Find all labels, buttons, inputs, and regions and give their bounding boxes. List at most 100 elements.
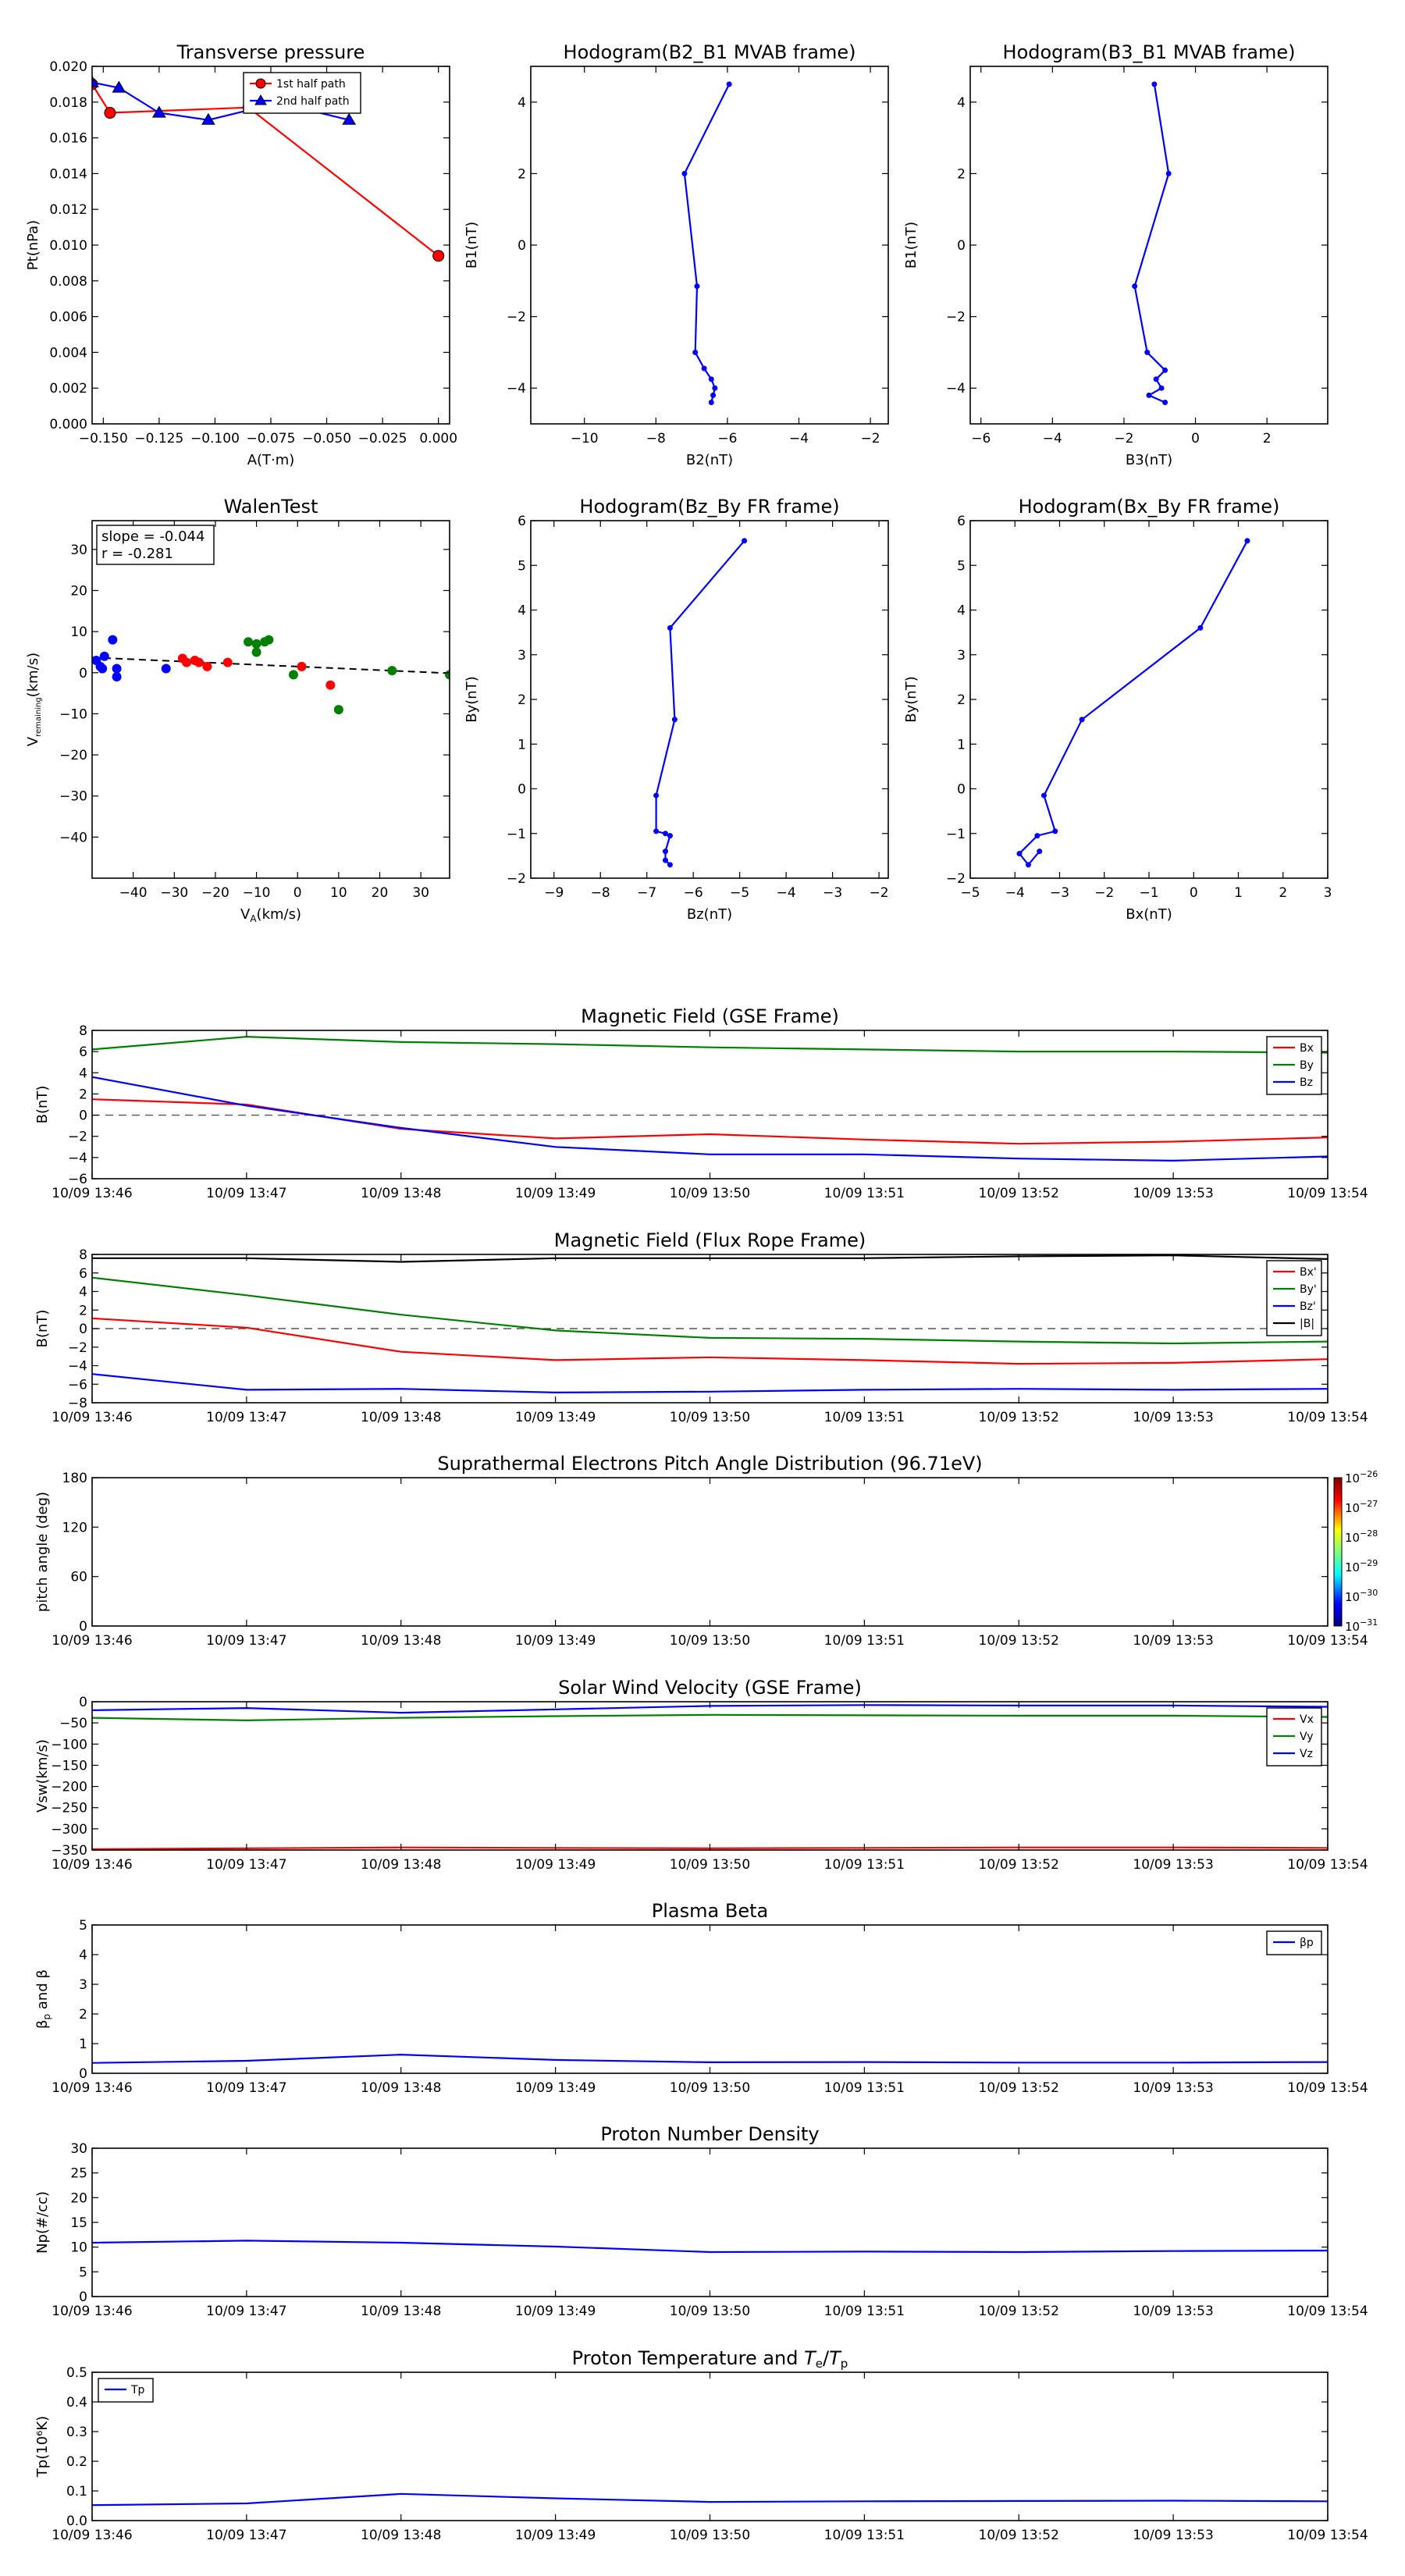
plot-area [681, 81, 732, 406]
legend-entry: Vy [1300, 1731, 1314, 1743]
chart-title-tp-sub: p [841, 2357, 848, 2371]
chart-title-te: T [804, 2347, 817, 2369]
hodogram-bz-by-chart: Hodogram(Bz_By FR frame) −2 −1 0 1 2 3 4 5 6 −9 −8 −… [464, 496, 889, 923]
x-tick-label: −0.125 [134, 431, 183, 447]
data-point-series-0 [662, 857, 668, 863]
x-tick-label: 10/09 13:52 [979, 1410, 1059, 1425]
y-tick-label: −4 [68, 1359, 87, 1375]
y-tick-label: 0 [79, 2066, 87, 2082]
colorbar-tick-exponent: −27 [1360, 1499, 1378, 1509]
x-tick-label: 10/09 13:49 [515, 2304, 596, 2319]
axes-frame [91, 1477, 1329, 1627]
proton-number-density-chart: Proton Number Density 0 5 10 15 20 25 30 10/09 1… [34, 2123, 1368, 2319]
colorbar-tick-label: 10−26 [1345, 1469, 1378, 1485]
x-tick-label: −4 [1043, 431, 1062, 447]
data-point-series-2 [288, 670, 298, 680]
x-tick-label: 10/09 13:48 [361, 2304, 441, 2319]
chart-title: Magnetic Field (GSE Frame) [581, 1005, 839, 1027]
x-tick-label: 10/09 13:47 [206, 1186, 286, 1201]
x-tick-label: −40 [119, 885, 148, 901]
x-tick-label: 10/09 13:53 [1133, 1410, 1213, 1425]
y-tick-label: 5 [79, 1918, 87, 1934]
series-line-series-0 [683, 84, 731, 403]
x-tick-label: −30 [160, 885, 188, 901]
x-tick-label: −8 [591, 885, 610, 901]
y-tick-label: −250 [51, 1801, 87, 1816]
series-line-by- [92, 1276, 1328, 1345]
proton-temperature-chart: Proton Temperature and Te/Tp0.00.10.20.3… [34, 2347, 1368, 2543]
colorbar-tick-exponent: −30 [1360, 1588, 1378, 1598]
x-tick-label: 10/09 13:46 [52, 2080, 132, 2096]
y-tick-label: 1 [957, 737, 966, 753]
y-tick-label: 3 [957, 648, 966, 664]
series-line-tp [92, 2492, 1328, 2507]
x-tick-label: 10/09 13:53 [1133, 1857, 1213, 1873]
y-tick-label: 4 [957, 603, 966, 619]
plot-area [92, 1254, 1328, 1394]
data-point-series-0 [708, 400, 714, 406]
legend-entry: Bz [1300, 1076, 1313, 1089]
legend-entry: By' [1300, 1283, 1317, 1296]
data-point-series-0 [662, 849, 668, 855]
x-tick-label: 10/09 13:49 [515, 1186, 596, 1201]
data-point-series-0 [1162, 400, 1168, 406]
legend-entry: Bx' [1300, 1266, 1317, 1279]
y-tick-label: 0.008 [49, 274, 87, 290]
data-point-series-0 [1040, 792, 1047, 799]
data-point-series-0 [653, 792, 660, 799]
x-axis-label: B2(nT) [686, 452, 733, 468]
x-tick-label: 10/09 13:53 [1133, 2304, 1213, 2319]
colorbar-tick-label: 10−30 [1345, 1588, 1378, 1604]
axes-frame [969, 520, 1329, 879]
x-tick-label: 10/09 13:50 [670, 1410, 750, 1425]
x-tick-label: 10/09 13:54 [1287, 1857, 1368, 1873]
y-axis-label: Tp(10⁶K) [34, 2416, 51, 2478]
y-tick-label: 120 [62, 1520, 87, 1535]
x-tick-label: 10/09 13:50 [670, 2080, 750, 2096]
chart-title: Hodogram(Bz_By FR frame) [579, 496, 839, 518]
data-point-series-2 [251, 639, 261, 649]
axes-frame [91, 1924, 1329, 2074]
y-tick-label: 0 [79, 1108, 87, 1124]
x-tick-label: −4 [777, 885, 796, 901]
data-point-series-0 [161, 664, 171, 674]
x-tick-label: −2 [870, 885, 889, 901]
legend-entry: Vz [1300, 1748, 1313, 1760]
y-axis-label-sub: p [41, 2014, 52, 2020]
x-tick-label: 10/09 13:46 [52, 1857, 132, 1873]
y-tick-label: 0 [518, 238, 526, 254]
data-point-series-2 [244, 637, 254, 647]
y-tick-label: 2 [518, 166, 526, 182]
data-point-series-2 [264, 635, 274, 645]
y-tick-label: 0.5 [66, 2365, 87, 2381]
x-tick-label: −6 [717, 431, 737, 447]
y-tick-label: 3 [79, 1977, 87, 1993]
y-tick-label: 0.014 [49, 166, 87, 182]
y-tick-label: −200 [51, 1780, 87, 1795]
x-tick-label: −0.025 [358, 431, 407, 447]
x-tick-label: 2 [1279, 885, 1287, 901]
data-point-series-0 [710, 392, 717, 398]
x-tick-label: 10/09 13:47 [206, 1410, 286, 1425]
legend-entry: Bx [1300, 1042, 1314, 1055]
chart-title: Hodogram(Bx_By FR frame) [1019, 496, 1280, 518]
x-tick-label: 2 [1263, 431, 1272, 447]
x-tick-label: −0.100 [190, 431, 240, 447]
x-tick-label: 10/09 13:47 [206, 2080, 286, 2096]
x-tick-label: −2 [861, 431, 880, 447]
x-tick-label: 10/09 13:46 [52, 1633, 132, 1649]
x-tick-label: 10 [330, 885, 347, 901]
x-tick-label: −7 [637, 885, 656, 901]
x-tick-label: 10/09 13:48 [361, 1857, 441, 1873]
x-tick-label: 10/09 13:48 [361, 2080, 441, 2096]
data-point-series-1 [182, 657, 192, 667]
x-tick-label: 10/09 13:54 [1287, 1633, 1368, 1649]
series-line-bz- [92, 1373, 1328, 1394]
axes-frame [91, 1701, 1329, 1851]
data-point-series-0 [1016, 851, 1023, 857]
legend-entry: Bz' [1300, 1300, 1316, 1313]
x-tick-label: 10/09 13:46 [52, 1410, 132, 1425]
axes-frame [91, 2371, 1329, 2521]
y-tick-label: 0.006 [49, 310, 87, 326]
y-tick-label: 2 [518, 692, 526, 708]
